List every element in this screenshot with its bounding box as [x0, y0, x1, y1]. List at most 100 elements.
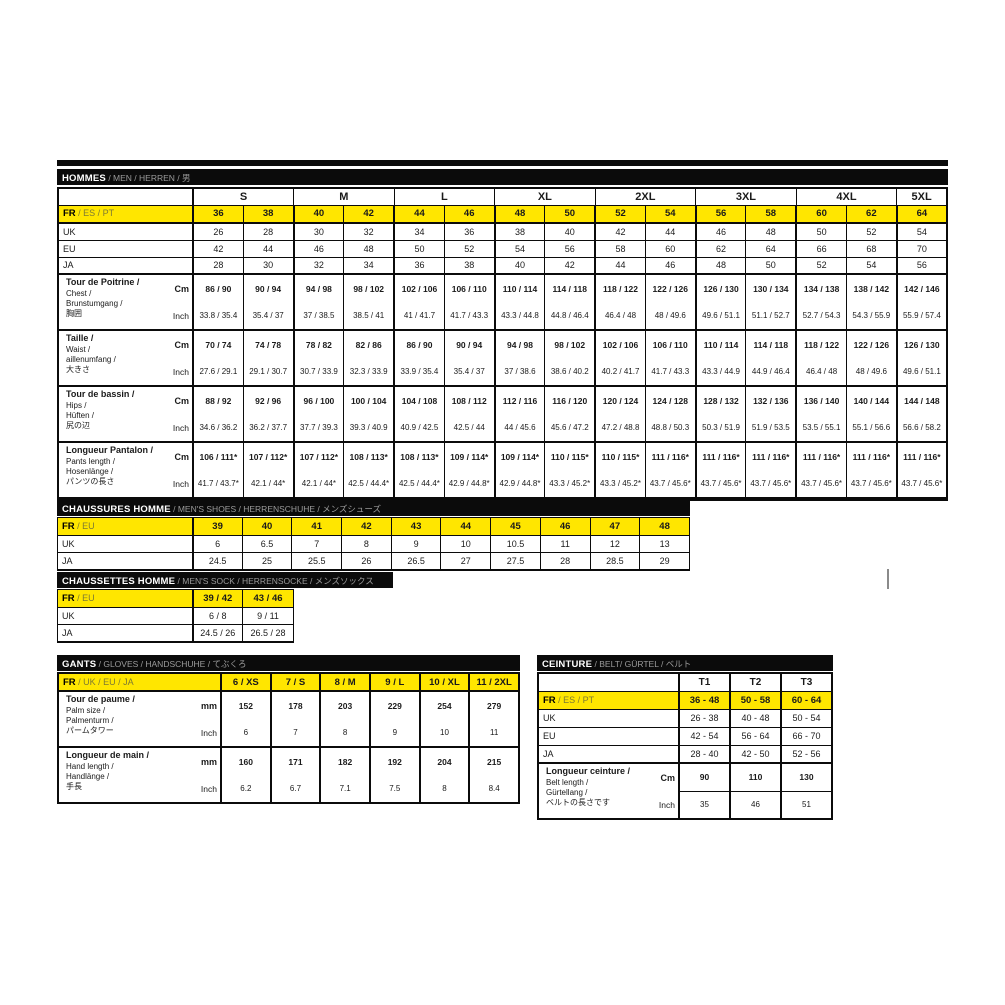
- size-group-header: L: [393, 187, 496, 206]
- fr-label: FR: [63, 676, 76, 688]
- table-cell: 88 / 92: [192, 385, 244, 414]
- table-cell: 32: [343, 222, 396, 241]
- table-cell: 32: [293, 256, 345, 275]
- socks-header-bar: CHAUSSETTES HOMME / MEN'S SOCK / HERRENS…: [57, 572, 393, 588]
- eu-row: EU 42 44 46 48 50 52 54 56 58 60 62 64 66 68 70: [57, 239, 948, 258]
- unit-inch: Inch: [200, 727, 217, 738]
- table-cell: 90 / 94: [242, 273, 295, 302]
- table-cell: 6 / XS: [220, 672, 272, 692]
- palm-label-de: Palmenturm /: [66, 716, 114, 726]
- table-cell: 36: [443, 222, 496, 241]
- table-cell: 12: [589, 535, 641, 553]
- belt-eu-row: EU 42 - 54 56 - 64 66 - 70: [537, 726, 833, 746]
- table-cell: 114 / 118: [544, 273, 597, 302]
- belt-length-label-en: Belt length /: [546, 777, 589, 787]
- table-cell: 42.5 / 44.4*: [393, 470, 445, 500]
- uk-label: UK: [57, 607, 194, 625]
- table-cell: 38: [242, 204, 295, 224]
- table-cell: 51.9 / 53.5: [745, 414, 798, 443]
- socks-fr-eu-label: FR / EU: [57, 589, 194, 608]
- table-cell: 50: [393, 239, 445, 258]
- table-cell: 56: [896, 256, 948, 275]
- table-cell: 111 / 116*: [644, 441, 697, 471]
- table-cell: 182: [319, 746, 371, 775]
- shoes-fr-eu-row: FR / EU 39 40 41 42 43 44 45 46 47 48: [57, 517, 690, 536]
- gloves-title: GANTS: [62, 659, 97, 670]
- shoes-uk-row: UK 6 6.5 7 8 9 10 10.5 11 12 13: [57, 535, 690, 553]
- eu-label: / EU: [74, 521, 95, 531]
- uk-label: UK: [57, 222, 194, 241]
- unit-mm: mm: [200, 700, 217, 711]
- table-cell: 50 - 54: [780, 708, 833, 728]
- table-cell: 7.5: [368, 775, 421, 804]
- table-cell: 138 / 142: [845, 273, 898, 302]
- table-cell: 10: [418, 719, 471, 748]
- table-cell: 42.5 / 44: [443, 414, 496, 443]
- table-cell: 48: [343, 239, 396, 258]
- table-cell: 7 / S: [269, 672, 322, 692]
- table-cell: 279: [468, 690, 520, 719]
- table-cell: 44: [594, 256, 646, 275]
- belt-t-sizes-row: T1 T2 T3: [537, 672, 833, 692]
- table-cell: T2: [729, 672, 782, 692]
- size-group-header: M: [293, 187, 395, 206]
- table-cell: 36 - 48: [678, 690, 731, 710]
- table-cell: 116 / 120: [544, 385, 597, 414]
- table-cell: 60: [644, 239, 697, 258]
- palm-label-fr: Tour de paume /: [66, 694, 135, 704]
- table-cell: 44: [393, 204, 445, 224]
- table-cell: 42.5 / 44.4*: [343, 470, 396, 500]
- table-cell: 70: [896, 239, 948, 258]
- table-cell: 66: [795, 239, 847, 258]
- waist-label-ja: 大きさ: [66, 365, 90, 375]
- table-cell: 27.6 / 29.1: [192, 358, 244, 387]
- table-cell: 92 / 96: [242, 385, 295, 414]
- table-cell: 56 - 64: [729, 726, 782, 746]
- hips-label-de: Hüften /: [66, 411, 95, 421]
- table-cell: 39: [192, 517, 243, 536]
- table-cell: 62: [845, 204, 898, 224]
- palm-mm-row: Tour de paume / Palm size / Palmenturm /…: [57, 690, 520, 747]
- shoes-size-table: FR / EU 39 40 41 42 43 44 45 46 47 48 UK 6 6.5 7 8 9 1…: [57, 517, 690, 571]
- table-cell: 28 - 40: [678, 744, 731, 764]
- table-cell: 52: [845, 222, 898, 241]
- table-cell: 128 / 132: [695, 385, 747, 414]
- table-cell: 46: [539, 517, 591, 536]
- table-cell: 26.5: [390, 552, 442, 570]
- palm-inch-row: 6 7 8 9 10 11: [58, 719, 520, 748]
- gloves-sizes-label: FR / UK / EU / JA: [57, 672, 222, 692]
- table-cell: 44.9 / 46.4: [745, 358, 798, 387]
- unit-inch: Inch: [658, 799, 675, 810]
- table-cell: 49.6 / 51.1: [896, 358, 948, 387]
- es-pt-label: / ES / PT: [555, 694, 595, 705]
- table-cell: 55.9 / 57.4: [896, 302, 948, 331]
- table-cell: 35: [678, 790, 731, 820]
- table-cell: 48: [639, 517, 690, 536]
- table-cell: 29: [639, 552, 690, 570]
- belt-length-label-ja: ベルトの長さです: [546, 798, 610, 808]
- table-cell: 41 / 41.7: [393, 302, 445, 331]
- unit-cm: Cm: [660, 772, 675, 783]
- table-cell: 58: [594, 239, 646, 258]
- table-cell: 86 / 90: [192, 273, 244, 302]
- size-group-header: S: [192, 187, 295, 206]
- table-cell: 108 / 112: [443, 385, 496, 414]
- table-cell: 106 / 110: [443, 273, 496, 302]
- waist-label-en: Waist /: [66, 344, 91, 354]
- unit-cm: Cm: [174, 339, 189, 350]
- belt-fr-es-pt-label: FR / ES / PT: [537, 690, 680, 710]
- table-cell: 26: [341, 552, 392, 570]
- hand-mm-row: Longueur de main / Hand length / Handlän…: [57, 746, 520, 803]
- table-cell: 109 / 114*: [494, 441, 546, 471]
- table-cell: 35.4 / 37: [242, 302, 295, 331]
- hand-inch-row: 6.2 6.7 7.1 7.5 8 8.4: [58, 775, 520, 804]
- uk-label: UK: [537, 708, 680, 728]
- table-cell: 49.6 / 51.1: [695, 302, 747, 331]
- table-cell: 56: [544, 239, 597, 258]
- table-cell: 44 / 45.6: [494, 414, 546, 443]
- table-cell: 70 / 74: [192, 329, 244, 358]
- shoes-ja-row: JA 24.5 25 25.5 26 26.5 27 27.5 28 28.5 29: [57, 552, 690, 570]
- table-cell: 33.9 / 35.4: [393, 358, 445, 387]
